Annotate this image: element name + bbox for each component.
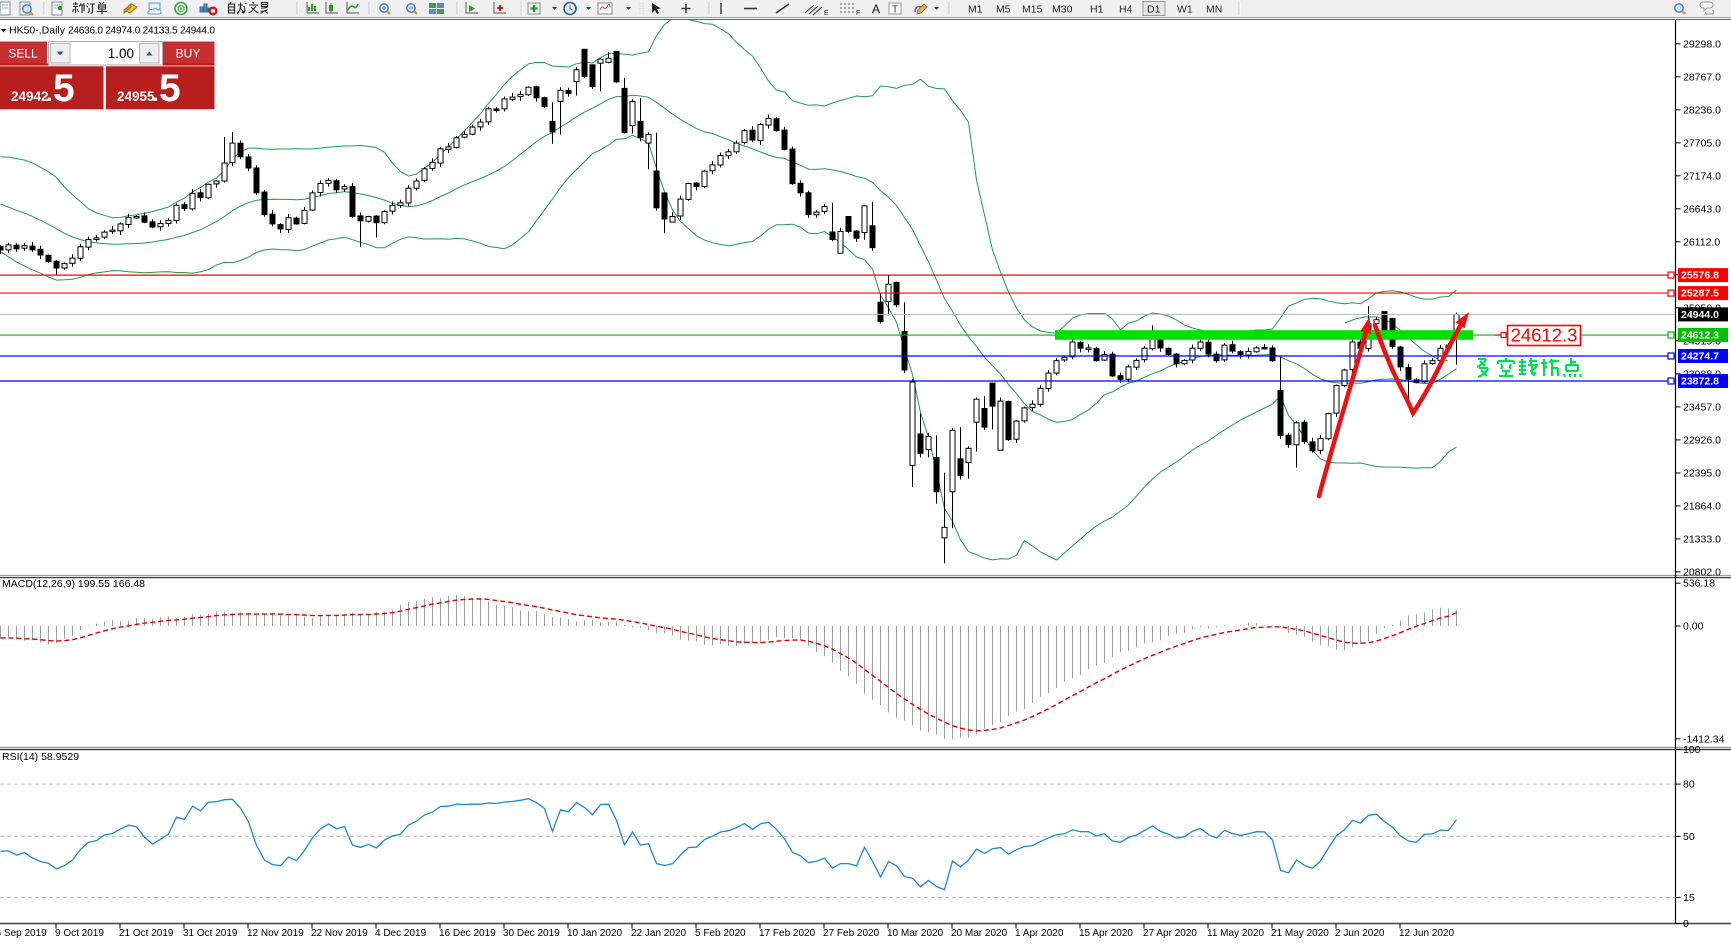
svg-text:W1: W1 [1177,4,1193,16]
svg-text:21 Oct 2019: 21 Oct 2019 [119,928,174,939]
svg-text:26112.0: 26112.0 [1683,236,1720,248]
svg-text:A: A [872,2,880,16]
svg-text:E: E [824,10,829,17]
svg-text:12 Nov 2019: 12 Nov 2019 [247,928,304,939]
svg-text:5 Feb 2020: 5 Feb 2020 [695,928,746,939]
svg-text:SELL: SELL [8,47,38,61]
svg-text:MN: MN [1206,4,1222,16]
svg-text:5: 5 [159,67,181,110]
svg-text:24944.0: 24944.0 [1681,309,1719,321]
svg-text:29298.0: 29298.0 [1683,38,1721,50]
svg-text:31 Oct 2019: 31 Oct 2019 [183,928,238,939]
svg-text:21 May 2020: 21 May 2020 [1271,928,1329,939]
svg-text:26643.0: 26643.0 [1683,203,1721,215]
svg-text:1 Apr 2020: 1 Apr 2020 [1015,928,1064,939]
svg-text:22926.0: 22926.0 [1683,434,1721,446]
svg-text:0.00: 0.00 [1683,621,1704,633]
svg-text:24636.0 24974.0 24133.5 24944.: 24636.0 24974.0 24133.5 24944.0 [68,26,215,37]
svg-text:2 Jun 2020: 2 Jun 2020 [1335,928,1385,939]
svg-text:22395.0: 22395.0 [1683,467,1721,479]
svg-text:5: 5 [53,67,75,110]
svg-text:17 Feb 2020: 17 Feb 2020 [759,928,816,939]
svg-text:27174.0: 27174.0 [1683,170,1721,182]
svg-text:10 Mar 2020: 10 Mar 2020 [887,928,944,939]
svg-text:-1412.34: -1412.34 [1683,733,1725,745]
svg-text:15: 15 [1683,892,1695,904]
svg-text:25287.5: 25287.5 [1681,288,1719,300]
svg-text:27705.0: 27705.0 [1683,137,1721,149]
svg-text:100: 100 [1683,744,1701,756]
svg-text:11 May 2020: 11 May 2020 [1207,928,1265,939]
svg-text:21864.0: 21864.0 [1683,500,1721,512]
svg-text:M5: M5 [996,4,1011,16]
svg-text:F: F [856,10,860,17]
svg-text:24942: 24942 [11,89,49,104]
svg-text:27 Feb 2020: 27 Feb 2020 [823,928,880,939]
svg-text:25576.8: 25576.8 [1681,270,1719,282]
svg-text:536.18: 536.18 [1683,578,1715,590]
svg-text:MACD(12,26,9) 199.55 166.48: MACD(12,26,9) 199.55 166.48 [2,578,145,590]
svg-text:50: 50 [1683,831,1695,843]
svg-text:1.00: 1.00 [108,46,134,61]
svg-text:20 Mar 2020: 20 Mar 2020 [951,928,1008,939]
svg-text:24612.3: 24612.3 [1681,330,1719,342]
svg-text:22 Nov 2019: 22 Nov 2019 [311,928,368,939]
svg-text:15 Apr 2020: 15 Apr 2020 [1079,928,1133,939]
svg-text:9 Oct 2019: 9 Oct 2019 [55,928,104,939]
svg-text:24612.3: 24612.3 [1511,325,1578,346]
svg-text:23872.8: 23872.8 [1681,376,1719,388]
svg-text:27 Apr 2020: 27 Apr 2020 [1143,928,1197,939]
svg-text:20802.0: 20802.0 [1683,566,1721,578]
svg-text:80: 80 [1683,779,1695,791]
svg-text:24274.7: 24274.7 [1681,351,1719,363]
svg-text:22 Jan 2020: 22 Jan 2020 [631,928,686,939]
svg-text:23457.0: 23457.0 [1683,401,1721,413]
svg-text:M30: M30 [1052,4,1073,16]
svg-text:28767.0: 28767.0 [1683,71,1721,83]
svg-text:28236.0: 28236.0 [1683,104,1721,116]
svg-text:D1: D1 [1147,4,1161,16]
svg-text:12 Jun 2020: 12 Jun 2020 [1399,928,1454,939]
svg-text:H1: H1 [1090,4,1104,16]
svg-text:T: T [892,5,898,16]
svg-text:24955: 24955 [117,89,155,104]
svg-text:21333.0: 21333.0 [1683,533,1721,545]
svg-text:RSI(14) 58.9529: RSI(14) 58.9529 [2,751,79,763]
svg-text:H4: H4 [1119,4,1133,16]
svg-text:16 Dec 2019: 16 Dec 2019 [439,928,496,939]
svg-text:30 Dec 2019: 30 Dec 2019 [503,928,560,939]
svg-text:4 Dec 2019: 4 Dec 2019 [375,928,427,939]
svg-text:HK50-,Daily: HK50-,Daily [9,25,66,37]
svg-text:10 Jan 2020: 10 Jan 2020 [567,928,622,939]
svg-text:26 Sep 2019: 26 Sep 2019 [0,928,47,939]
svg-text:BUY: BUY [176,47,201,61]
svg-text:M15: M15 [1022,4,1043,16]
svg-text:M1: M1 [968,4,983,16]
svg-text:0: 0 [1683,918,1689,930]
